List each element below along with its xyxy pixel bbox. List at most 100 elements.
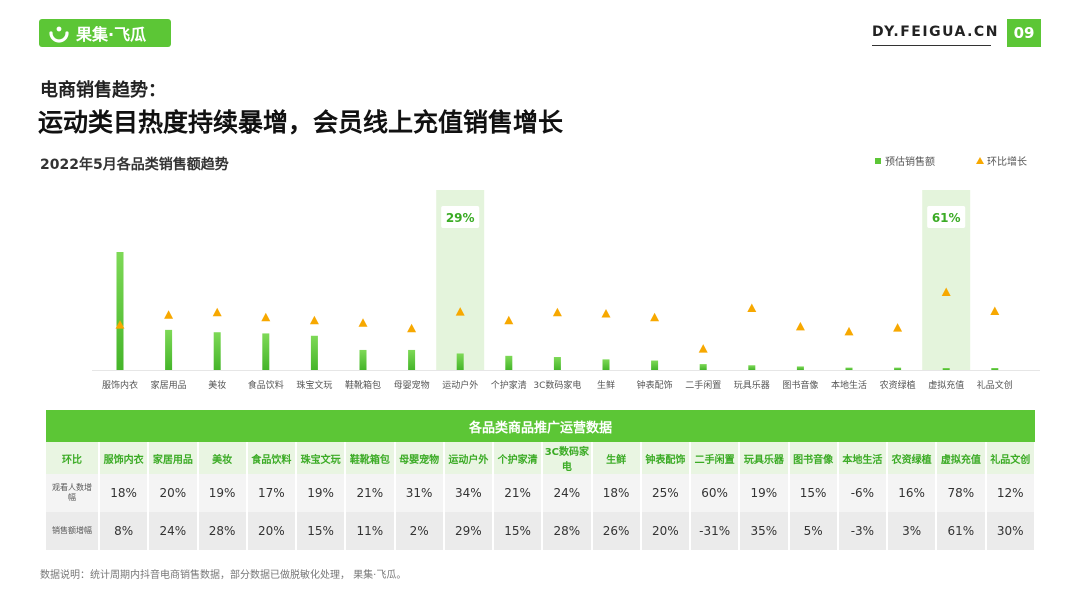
table-cell: 60% — [690, 474, 741, 512]
bar — [748, 365, 756, 370]
growth-point — [212, 307, 222, 317]
growth-point — [941, 287, 951, 296]
table-cell: 19% — [197, 474, 248, 512]
table-cell: 8% — [99, 512, 150, 550]
bar — [602, 359, 610, 370]
highlight-label-box — [441, 206, 480, 228]
x-tick-label: 母婴宠物 — [394, 379, 430, 391]
legend-triangle-icon — [976, 157, 984, 164]
table-cell: 12% — [985, 474, 1036, 512]
x-tick-label: 鞋靴箱包 — [345, 379, 381, 391]
brand-logo: 果集·飞瓜 — [39, 19, 171, 47]
legend-item-growth: 环比增长 — [976, 153, 1027, 168]
growth-point — [455, 307, 465, 316]
legend-item-sales: 预估销售额 — [875, 153, 935, 168]
growth-point — [893, 323, 903, 332]
x-tick-label: 服饰内衣 — [102, 379, 138, 391]
x-tick-label: 美妆 — [208, 379, 226, 391]
table-cell: 20% — [640, 512, 692, 550]
growth-point — [552, 307, 562, 317]
x-tick-label: 个护家清 — [491, 379, 527, 391]
table-category-cell: 图书音像 — [788, 442, 839, 474]
legend-square-icon — [875, 157, 881, 164]
table-cell: 11% — [345, 512, 396, 550]
growth-point — [844, 326, 854, 336]
table-cell: 5% — [788, 512, 839, 550]
table-category-cell: 礼品文创 — [985, 442, 1036, 474]
bar — [699, 364, 707, 370]
table-cell: 21% — [493, 474, 544, 512]
table-category-cell: 运动户外 — [443, 442, 495, 474]
table-cell: 21% — [345, 474, 396, 512]
bar — [408, 349, 416, 370]
table-cell: 28% — [197, 512, 248, 550]
table-cell: 3% — [887, 512, 938, 550]
table-category-cell: 鞋靴箱包 — [345, 442, 396, 474]
site-underline — [872, 45, 991, 46]
x-tick-label: 玩具乐器 — [734, 379, 770, 391]
table-cell: 30% — [985, 512, 1036, 550]
bar — [116, 252, 124, 370]
table-cell: 78% — [936, 474, 987, 512]
bar — [651, 360, 659, 370]
bar — [991, 368, 999, 370]
table-cell: 19% — [739, 474, 790, 512]
table-category-cell: 珠宝文玩 — [296, 442, 347, 474]
table-cell: -6% — [837, 474, 889, 512]
table-cell: 20% — [148, 474, 199, 512]
x-tick-label: 运动户外 — [442, 379, 478, 391]
x-tick-label: 家居用品 — [151, 379, 187, 391]
table-title: 各品类商品推广运营数据 — [46, 410, 1035, 442]
table-category-cell: 二手闲置 — [690, 442, 741, 474]
x-tick-label: 钟表配饰 — [637, 379, 673, 391]
table-cell: 18% — [591, 474, 642, 512]
table-category-cell: 钟表配饰 — [640, 442, 692, 474]
highlight-label: 61% — [932, 211, 961, 225]
table-row: 销售额增幅 8% 24% 28% 20% 15% 11% 2% 29% 15% 28% 26% 20%… — [46, 512, 1036, 550]
growth-point — [650, 312, 660, 322]
table-cell: 35% — [739, 512, 790, 550]
promo-data-table: 各品类商品推广运营数据 环比 服饰内衣 家居用品 美妆 食品饮料 珠宝文玩 鞋靴箱包 母婴宠… — [46, 410, 1036, 550]
page-title: 运动类目热度持续暴增，会员线上充值销售增长 — [38, 108, 564, 137]
row-label: 销售额增幅 — [46, 512, 100, 550]
table-category-cell: 虚拟充值 — [936, 442, 987, 474]
bar — [456, 353, 464, 370]
bar — [213, 332, 221, 370]
growth-point — [990, 306, 1000, 316]
growth-point — [115, 320, 125, 329]
bar — [262, 333, 270, 370]
table-cell: 18% — [99, 474, 150, 512]
growth-point — [601, 309, 611, 318]
growth-point — [164, 310, 174, 319]
table-cell: 61% — [936, 512, 987, 550]
bar — [845, 367, 853, 370]
table-cell: 20% — [246, 512, 298, 550]
bar — [553, 357, 561, 370]
table-category-cell: 美妆 — [197, 442, 248, 474]
table-row: 观看人数增幅 18% 20% 19% 17% 19% 21% 31% 34% 21% 24% 18%… — [46, 474, 1036, 512]
table-cell: 17% — [246, 474, 298, 512]
highlight-label-box — [927, 206, 966, 228]
section-subtitle: 电商销售趋势： — [40, 80, 166, 101]
x-tick-label: 珠宝文玩 — [296, 379, 332, 391]
logo-text: 果集·飞瓜 — [76, 25, 147, 44]
table-category-cell: 服饰内衣 — [99, 442, 150, 474]
bar — [165, 329, 173, 370]
table-category-cell: 食品饮料 — [246, 442, 298, 474]
bar — [796, 366, 804, 370]
table-cell: 15% — [296, 512, 347, 550]
table-category-cell: 玩具乐器 — [739, 442, 790, 474]
table-first-col-label: 环比 — [46, 442, 100, 474]
table-cell: 15% — [493, 512, 544, 550]
table-category-cell: 个护家清 — [493, 442, 544, 474]
table-category-cell: 生鲜 — [591, 442, 642, 474]
table-cell: -3% — [837, 512, 889, 550]
table-cell: 24% — [148, 512, 199, 550]
row-label: 观看人数增幅 — [46, 474, 100, 512]
data-note: 数据说明：统计周期内抖音电商销售数据，部分数据已做脱敏化处理， 果集·飞瓜。 — [40, 570, 407, 581]
table-cell: -31% — [690, 512, 741, 550]
bar — [505, 355, 513, 370]
table-category-cell: 母婴宠物 — [394, 442, 445, 474]
x-tick-label: 礼品文创 — [977, 379, 1013, 391]
x-tick-label: 农资绿植 — [880, 379, 916, 391]
